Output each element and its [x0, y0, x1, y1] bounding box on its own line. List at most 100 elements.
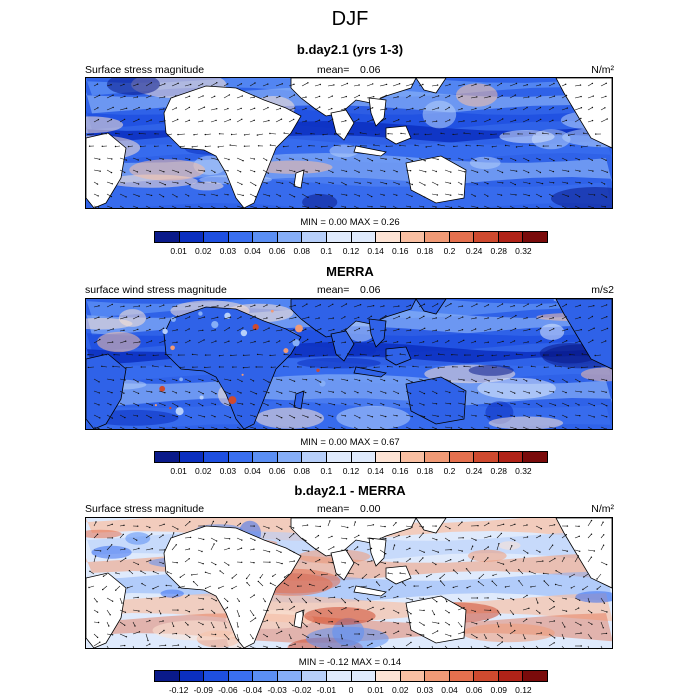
wind-vector [582, 585, 589, 590]
wind-vector [171, 390, 177, 394]
wind-vector [132, 193, 140, 197]
wind-vector-head [123, 118, 126, 121]
wind-vector [353, 181, 361, 184]
colorbar-swatch [425, 232, 450, 242]
wind-vector [600, 304, 607, 308]
land-field-speck [319, 380, 326, 387]
wind-vector [470, 303, 478, 308]
wind-vector [275, 631, 282, 635]
wind-vector-head [399, 353, 401, 355]
wind-vector-head [461, 194, 463, 196]
wind-vector [93, 339, 100, 344]
wind-vector [288, 94, 295, 99]
wind-vector [600, 96, 606, 99]
wind-vector [509, 328, 516, 332]
wind-vector-head [293, 329, 295, 331]
wind-vector-head [345, 159, 347, 161]
wind-vector-head [228, 538, 231, 540]
land-field-speck [211, 321, 219, 329]
wind-vector [288, 402, 296, 407]
wind-vector-head [202, 427, 205, 429]
wind-vector [275, 561, 283, 564]
wind-vector-head [202, 608, 204, 610]
wind-vector-head [162, 620, 164, 622]
wind-vector [587, 402, 595, 406]
wind-vector [126, 353, 134, 356]
wind-vector-head [305, 391, 307, 394]
wind-vector-head [212, 520, 215, 523]
wind-vector-head [115, 572, 117, 574]
wind-vector [483, 522, 489, 527]
wind-vector-head [529, 328, 531, 331]
wind-vector-head [435, 120, 438, 122]
wind-vector-head [554, 557, 556, 560]
wind-vector-head [398, 315, 400, 318]
wind-vector-head [604, 107, 606, 109]
colorbar-tick-label: 0.12 [342, 466, 360, 476]
wind-vector [379, 645, 382, 648]
wind-vector-head [383, 404, 385, 406]
wind-vector-head [334, 574, 337, 576]
land-field-speck [240, 329, 248, 337]
wind-vector-head [279, 195, 281, 197]
wind-vector [197, 621, 204, 625]
wind-vector [492, 573, 498, 576]
wind-vector [301, 120, 307, 123]
wind-vector [210, 621, 215, 628]
wind-vector [457, 205, 464, 208]
wind-vector [132, 597, 139, 599]
wind-vector [496, 108, 502, 111]
wind-vector [327, 426, 335, 429]
panel-1-units: N/m² [591, 64, 614, 76]
wind-vector-head [227, 600, 229, 603]
wind-vector-head [112, 94, 114, 96]
wind-vector-head [476, 206, 479, 208]
wind-vector-head [255, 366, 257, 368]
wind-vector-head [411, 195, 413, 198]
wind-vector-head [266, 415, 269, 417]
wind-vector [127, 585, 134, 589]
wind-vector-head [347, 353, 349, 355]
wind-vector-head [541, 182, 544, 185]
wind-vector-head [452, 586, 454, 589]
wind-vector-head [292, 158, 294, 161]
wind-vector [522, 193, 530, 196]
wind-vector-head [504, 144, 507, 147]
colorbar-swatch [179, 452, 205, 462]
wind-vector-head [333, 328, 335, 331]
wind-vector-head [385, 329, 387, 331]
wind-vector [444, 119, 450, 123]
wind-vector-head [215, 563, 217, 566]
wind-vector-head [383, 619, 386, 621]
wind-vector [119, 426, 125, 429]
wind-vector [184, 305, 190, 308]
wind-vector-head [345, 607, 347, 609]
wind-vector [197, 597, 204, 600]
wind-vector [483, 119, 491, 123]
wind-vector [119, 108, 127, 111]
wind-vector [327, 341, 335, 344]
wind-vector-head [358, 534, 360, 537]
wind-vector [262, 83, 268, 87]
wind-vector-head [426, 576, 428, 578]
wind-vector-head [242, 367, 245, 369]
wind-vector-head [291, 601, 293, 603]
wind-vector [340, 525, 348, 528]
wind-vector-head [191, 146, 193, 148]
wind-vector [535, 621, 542, 624]
wind-vector [314, 193, 322, 196]
wind-vector [327, 609, 332, 614]
wind-vector [210, 157, 218, 160]
wind-vector [106, 597, 113, 602]
wind-vector-head [358, 195, 360, 197]
wind-vector-head [127, 145, 130, 148]
wind-vector [543, 580, 550, 587]
wind-vector-head [440, 132, 442, 134]
wind-vector-head [358, 327, 361, 330]
wind-vector [440, 580, 446, 587]
wind-vector [340, 181, 347, 186]
wind-vector [249, 633, 254, 639]
wind-vector-head [310, 133, 312, 135]
wind-vector [548, 83, 555, 87]
wind-vector [431, 169, 437, 172]
